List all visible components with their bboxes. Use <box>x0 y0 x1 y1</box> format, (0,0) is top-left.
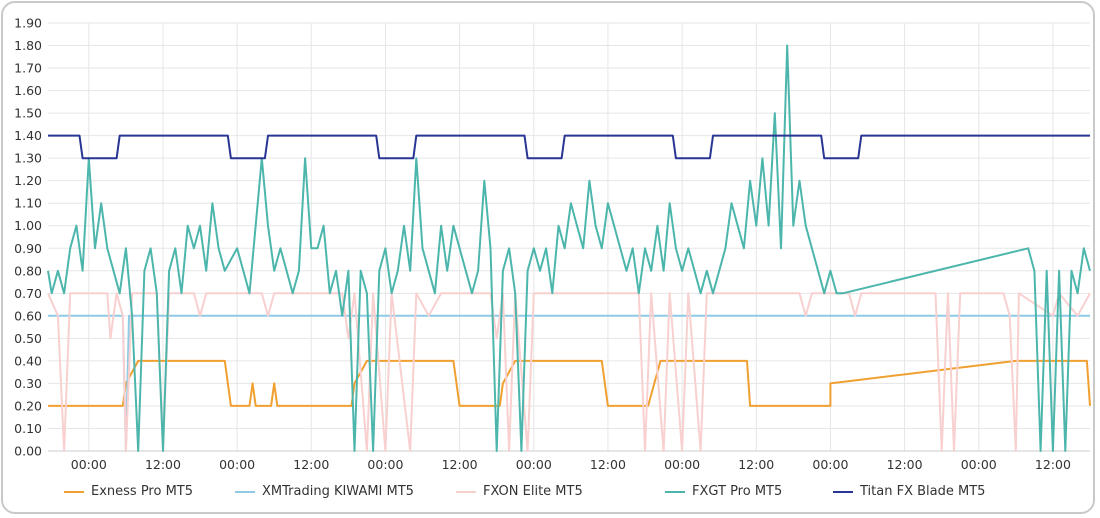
series-line <box>48 134 1090 160</box>
y-tick-label: 1.30 <box>14 151 42 166</box>
x-tick-label: 12:00 <box>590 457 626 472</box>
y-tick-label: 0.00 <box>14 444 42 459</box>
y-tick-label: 0.60 <box>14 308 42 323</box>
legend-item-titan[interactable]: Titan FX Blade MT5 <box>833 484 985 499</box>
series-line <box>47 44 1091 452</box>
x-tick-label: 00:00 <box>812 457 848 472</box>
y-tick-label: 0.50 <box>14 331 42 346</box>
y-tick-label: 0.90 <box>14 241 42 256</box>
x-axis: 00:00 12:00 00:00 12:00 00:00 12:00 00:00 12:00… <box>48 450 1090 472</box>
chart-lines <box>47 44 1091 452</box>
y-tick-label: 1.70 <box>14 61 42 76</box>
y-tick-label: 0.40 <box>14 353 42 368</box>
legend-swatch-icon <box>235 490 255 493</box>
y-tick-label: 1.60 <box>14 83 42 98</box>
legend-label: FXGT Pro MT5 <box>692 484 783 499</box>
legend-label: XMTrading KIWAMI MT5 <box>262 484 414 499</box>
x-tick-label: 12:00 <box>145 457 181 472</box>
x-tick-label: 00:00 <box>367 457 403 472</box>
y-tick-label: 0.80 <box>14 263 42 278</box>
x-tick-label: 12:00 <box>293 457 329 472</box>
y-tick-label: 0.30 <box>14 376 42 391</box>
legend-swatch-icon <box>833 490 853 493</box>
chart-legend: Exness Pro MT5 XMTrading KIWAMI MT5 FXON… <box>0 484 1100 508</box>
y-tick-label: 0.20 <box>14 398 42 413</box>
x-tick-label: 12:00 <box>442 457 478 472</box>
x-tick-label: 00:00 <box>961 457 997 472</box>
series-line <box>47 292 1091 452</box>
x-tick-label: 00:00 <box>219 457 255 472</box>
y-tick-label: 1.90 <box>14 16 42 31</box>
series-line <box>48 359 1091 407</box>
x-tick-label: 12:00 <box>887 457 923 472</box>
legend-label: Titan FX Blade MT5 <box>860 484 986 499</box>
y-axis: 0.00 0.10 0.20 0.30 0.40 0.50 0.60 0.70 0.80 0.90… <box>14 16 42 459</box>
x-tick-label: 00:00 <box>516 457 552 472</box>
legend-swatch-icon <box>456 490 476 493</box>
y-tick-label: 0.10 <box>14 421 42 436</box>
y-tick-label: 0.70 <box>14 286 42 301</box>
x-tick-label: 12:00 <box>738 457 774 472</box>
legend-item-fxon[interactable]: FXON Elite MT5 <box>456 484 583 499</box>
y-tick-label: 1.20 <box>14 173 42 188</box>
legend-item-exness[interactable]: Exness Pro MT5 <box>64 484 193 499</box>
chart-grid <box>48 22 1090 452</box>
y-tick-label: 1.00 <box>14 218 42 233</box>
x-tick-label: 12:00 <box>1035 457 1071 472</box>
y-tick-label: 1.50 <box>14 106 42 121</box>
legend-swatch-icon <box>665 490 685 493</box>
x-tick-label: 00:00 <box>71 457 107 472</box>
legend-label: Exness Pro MT5 <box>91 484 194 499</box>
legend-swatch-icon <box>64 490 84 493</box>
line-chart: 0.00 0.10 0.20 0.30 0.40 0.50 0.60 0.70 0.80 0.90… <box>14 16 1091 472</box>
y-tick-label: 1.80 <box>14 38 42 53</box>
y-tick-label: 1.40 <box>14 128 42 143</box>
legend-item-fxgt[interactable]: FXGT Pro MT5 <box>665 484 782 499</box>
legend-item-xmtrading[interactable]: XMTrading KIWAMI MT5 <box>235 484 414 499</box>
y-tick-label: 1.10 <box>14 196 42 211</box>
x-tick-label: 00:00 <box>664 457 700 472</box>
legend-label: FXON Elite MT5 <box>483 484 583 499</box>
